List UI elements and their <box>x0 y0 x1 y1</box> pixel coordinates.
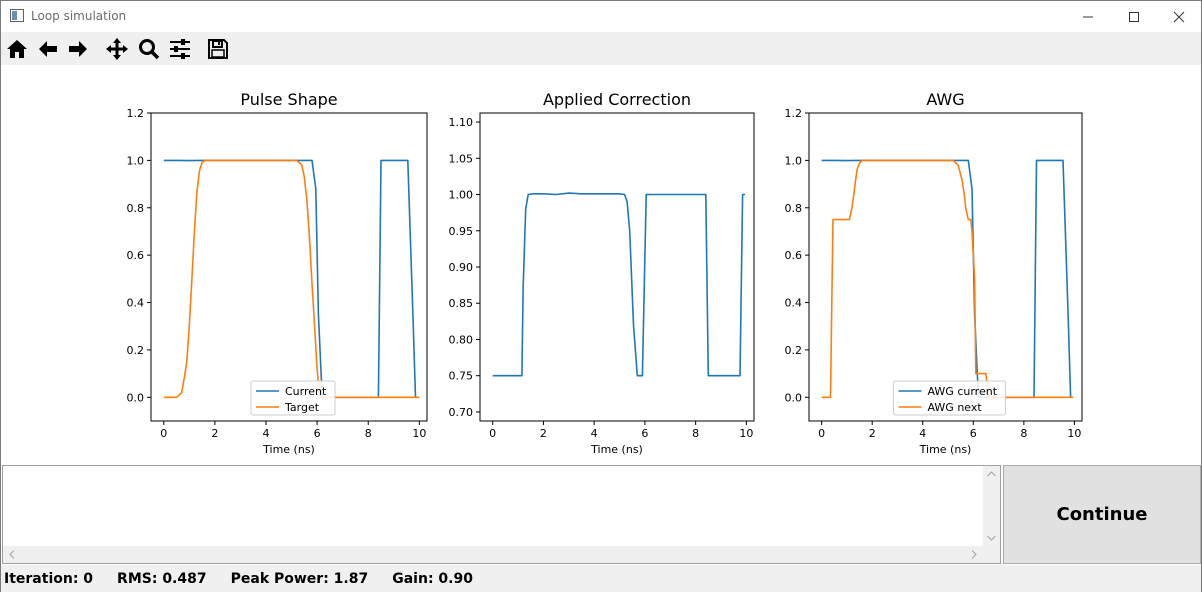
app-icon <box>10 9 24 22</box>
continue-button[interactable]: Continue <box>1003 465 1201 564</box>
plot-1-y-tick-label: 0.2 <box>127 344 145 357</box>
plot-2-y-tick-label: 1.10 <box>449 116 474 129</box>
plot-2-title: Applied Correction <box>543 90 691 109</box>
minimize-button[interactable] <box>1065 1 1111 32</box>
plot-1-legend-label-2: Target <box>284 401 320 414</box>
window-title: Loop simulation <box>31 9 127 23</box>
status-bar: Iteration: 0 RMS: 0.487 Peak Power: 1.87… <box>1 565 1201 592</box>
plot-2-x-tick-label: 10 <box>739 427 753 440</box>
zoom-icon <box>139 39 160 60</box>
plot-3-x-tick-label: 8 <box>1020 427 1027 440</box>
pan-button[interactable] <box>105 37 129 61</box>
forward-button[interactable] <box>66 37 90 61</box>
scroll-left-icon <box>9 550 15 559</box>
navigation-toolbar <box>1 32 1201 65</box>
home-button[interactable] <box>5 37 29 61</box>
save-icon <box>208 39 228 59</box>
configure-subplots-button[interactable] <box>168 37 192 61</box>
figure-canvas[interactable]: Pulse Shape 0 2 4 6 8 10 0.0 0.2 0.4 0.6 0.8 1.0 1.2 T… <box>1 65 1201 465</box>
home-icon <box>7 40 27 58</box>
plot-2-y-tick-label: 0.85 <box>449 297 474 310</box>
plot-3-x-axis-label: Time (ns) <box>919 443 972 456</box>
plot-1-y-tick-label: 0.0 <box>127 391 145 404</box>
plot-2-x-tick-label: 8 <box>692 427 699 440</box>
scroll-up-icon <box>987 471 996 477</box>
forward-arrow-icon <box>69 41 87 57</box>
plots-svg: Pulse Shape 0 2 4 6 8 10 0.0 0.2 0.4 0.6 0.8 1.0 1.2 T… <box>127 90 1083 456</box>
plot-1-x-tick-label: 10 <box>412 427 426 440</box>
plot-1-legend-label-1: Current <box>285 385 327 398</box>
scroll-down-icon <box>987 535 996 541</box>
maximize-icon <box>1129 11 1139 22</box>
plot-1-x-tick-label: 4 <box>263 427 270 440</box>
plot-3-y-tick-label: 0.0 <box>785 391 803 404</box>
plot-2-x-tick-label: 4 <box>591 427 598 440</box>
scroll-right-icon <box>971 550 977 559</box>
plot-3-axes-frame <box>808 112 1083 422</box>
plot-2-y-tick-label: 0.70 <box>449 406 474 419</box>
rms-status: RMS: 0.487 <box>117 570 207 587</box>
console-output[interactable] <box>2 465 1001 564</box>
plot-1-y-tick-label: 0.6 <box>127 249 145 262</box>
plot-3-y-tick-label: 0.6 <box>785 249 803 262</box>
plot-1-y-tick-label: 1.2 <box>127 107 145 120</box>
plot-1-x-tick-label: 8 <box>365 427 372 440</box>
plot-1-title: Pulse Shape <box>240 90 337 109</box>
plot-3-x-tick-label: 10 <box>1067 427 1081 440</box>
plot-2-y-tick-label: 0.75 <box>449 370 474 383</box>
plot-1-y-tick-label: 0.8 <box>127 202 145 215</box>
plot-3-y-tick-label: 0.2 <box>785 344 803 357</box>
plot-1-x-tick-label: 2 <box>211 427 218 440</box>
plot-3-y-tick-label: 1.0 <box>785 154 803 167</box>
plot-2-y-tick-label: 1.05 <box>449 152 474 165</box>
plot-2-y-tick-label: 0.80 <box>449 333 474 346</box>
plot-2-series-line-1 <box>492 192 746 377</box>
plot-2-y-tick-label: 0.95 <box>449 225 474 238</box>
horizontal-scrollbar[interactable] <box>3 546 983 563</box>
plot-1-x-axis-label: Time (ns) <box>262 443 315 456</box>
plot-2-x-axis-label: Time (ns) <box>590 443 643 456</box>
plot-1-x-tick-label: 0 <box>160 427 167 440</box>
save-button[interactable] <box>206 37 230 61</box>
maximize-button[interactable] <box>1111 1 1157 32</box>
gain-status: Gain: 0.90 <box>392 570 473 587</box>
plot-3-y-tick-label: 1.2 <box>785 107 803 120</box>
vertical-scrollbar[interactable] <box>983 466 1000 546</box>
plot-2-x-tick-label: 2 <box>540 427 547 440</box>
plot-3-x-tick-label: 4 <box>919 427 926 440</box>
back-arrow-icon <box>39 41 57 57</box>
plot-2-x-tick-label: 6 <box>641 427 648 440</box>
plot-3-y-tick-label: 0.4 <box>785 297 803 310</box>
plot-3-legend-label-2: AWG next <box>928 401 983 414</box>
plot-2-y-tick-label: 1.00 <box>449 189 474 202</box>
plot-3-x-tick-label: 0 <box>818 427 825 440</box>
plot-3-y-tick-label: 0.8 <box>785 202 803 215</box>
title-bar: Loop simulation <box>1 1 1201 32</box>
plot-3-x-tick-label: 6 <box>970 427 977 440</box>
pan-icon <box>106 38 128 60</box>
plot-1-series-line-2 <box>163 159 420 399</box>
minimize-icon <box>1083 16 1093 17</box>
peak-power-status: Peak Power: 1.87 <box>230 570 369 587</box>
plot-3-title: AWG <box>926 90 964 109</box>
plot-1-x-tick-label: 6 <box>314 427 321 440</box>
plot-2-x-tick-label: 0 <box>489 427 496 440</box>
plot-1-y-tick-label: 0.4 <box>127 297 145 310</box>
plot-1-y-tick-label: 1.0 <box>127 154 145 167</box>
close-icon <box>1173 11 1185 22</box>
close-button[interactable] <box>1156 1 1202 32</box>
plot-3-x-tick-label: 2 <box>869 427 876 440</box>
zoom-button[interactable] <box>137 37 161 61</box>
configure-subplots-icon <box>170 39 190 59</box>
back-button[interactable] <box>36 37 60 61</box>
plot-2-axes-frame <box>479 112 755 422</box>
iteration-status: Iteration: 0 <box>4 570 94 587</box>
plot-3-legend-label-1: AWG current <box>928 385 998 398</box>
plot-2-y-tick-label: 0.90 <box>449 261 474 274</box>
scroll-corner <box>983 546 1000 563</box>
